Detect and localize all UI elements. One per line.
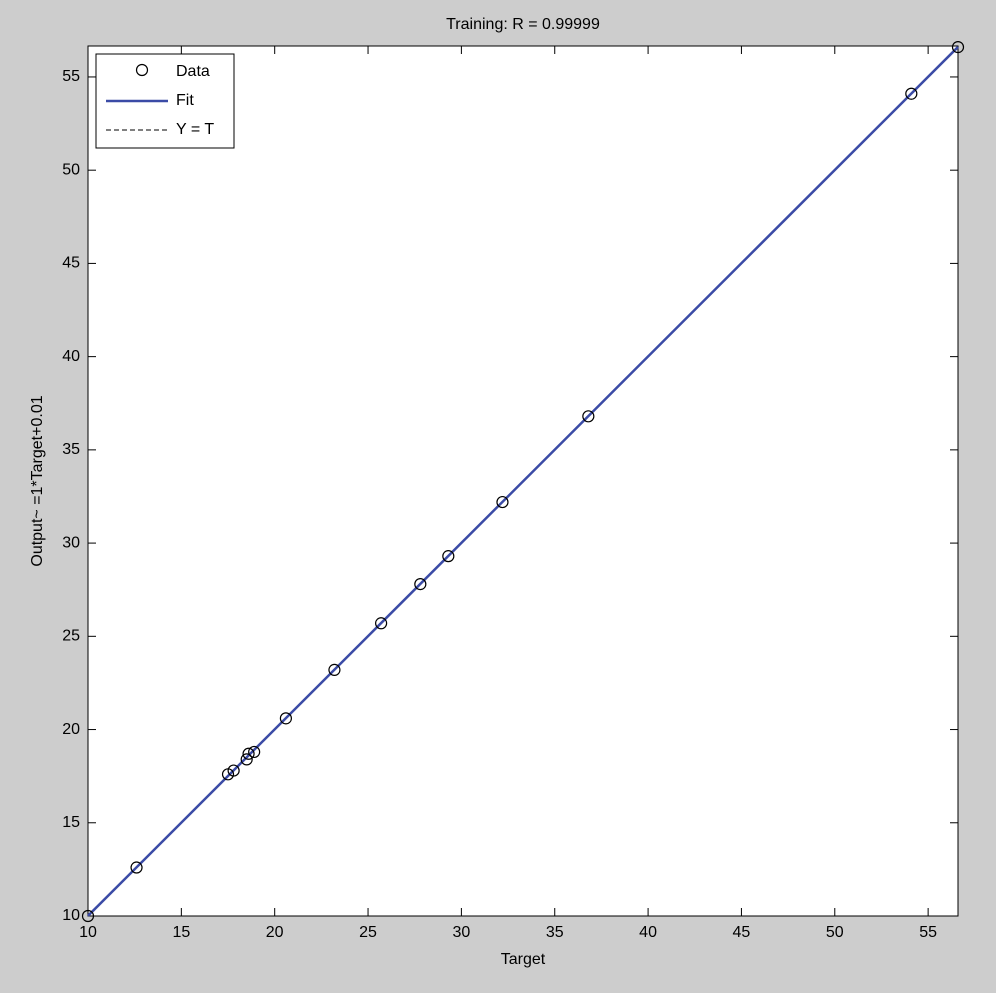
x-tick-label: 15	[172, 924, 190, 941]
data-point	[442, 550, 455, 563]
y-tick-label: 15	[62, 814, 80, 831]
y-tick-label: 45	[62, 255, 80, 272]
legend-label: Y = T	[176, 121, 214, 138]
y-tick-label: 25	[62, 628, 80, 645]
data-point	[81, 909, 95, 923]
x-tick-label: 45	[733, 924, 751, 941]
x-tick-label: 40	[639, 924, 657, 941]
legend-marker	[135, 63, 149, 77]
data-point	[130, 861, 143, 874]
data-point	[328, 663, 341, 676]
legend-label: Data	[176, 63, 210, 80]
x-axis-label: Target	[501, 951, 546, 968]
data-point	[414, 578, 427, 591]
x-tick-label: 55	[919, 924, 937, 941]
x-tick-label: 25	[359, 924, 377, 941]
data-point	[375, 617, 388, 630]
x-tick-label: 10	[79, 924, 97, 941]
y-tick-label: 20	[62, 721, 80, 738]
data-point	[279, 712, 292, 725]
data-point	[905, 87, 918, 100]
data-point	[242, 747, 255, 760]
data-point	[248, 745, 261, 759]
legend-label: Fit	[176, 92, 194, 109]
x-tick-label: 50	[826, 924, 844, 941]
y-tick-label: 35	[62, 441, 80, 458]
y-tick-label: 30	[62, 534, 80, 551]
data-point	[240, 753, 253, 766]
y-tick-label: 10	[62, 907, 80, 924]
data-point	[582, 410, 595, 423]
y-axis-label: Output~ =1*Target+0.01	[29, 395, 46, 566]
data-point	[496, 495, 509, 509]
y-tick-label: 50	[62, 161, 80, 178]
y-tick-label: 55	[62, 68, 80, 85]
x-tick-label: 20	[266, 924, 284, 941]
y-tick-label: 40	[62, 348, 80, 365]
data-point	[227, 764, 240, 777]
x-tick-label: 35	[546, 924, 564, 941]
x-tick-label: 30	[452, 924, 470, 941]
chart-title: Training: R = 0.99999	[446, 16, 600, 33]
data-point	[951, 41, 965, 54]
